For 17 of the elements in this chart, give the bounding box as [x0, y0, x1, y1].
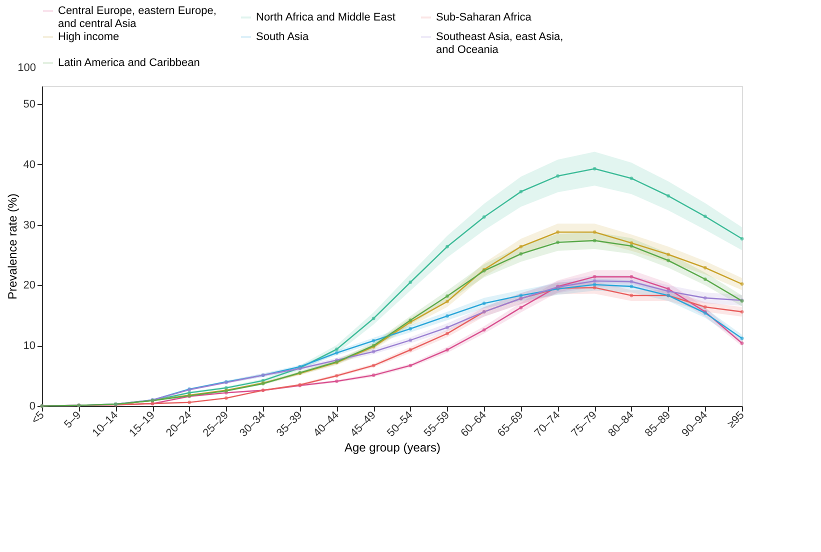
legend-label: Sub-Saharan Africa: [436, 12, 532, 24]
legend-label: Central Europe, eastern Europe, and central Asia: [58, 5, 216, 30]
legend-label: North Africa and Middle East: [256, 12, 396, 24]
legend-label: Latin America and Caribbean: [58, 57, 200, 69]
text: 100: [18, 62, 36, 74]
y-tick-label: 20: [23, 280, 36, 292]
x-axis-title: Age group (years): [344, 440, 441, 455]
y-tick-label: 50: [23, 98, 36, 111]
y-axis-title: Prevalence rate (%): [5, 193, 20, 300]
x-tick-label: ≥95: [725, 409, 747, 431]
y-tick-label: 30: [23, 219, 36, 232]
legend-label: High income: [58, 31, 120, 43]
legend-label: South Asia: [256, 31, 310, 43]
y-tick-label: 40: [23, 158, 36, 171]
x-tick-label: 5–9: [62, 409, 84, 431]
legend-label: Southeast Asia, east Asia, and Oceania: [436, 31, 564, 56]
y-tick-label: 10: [23, 340, 36, 352]
